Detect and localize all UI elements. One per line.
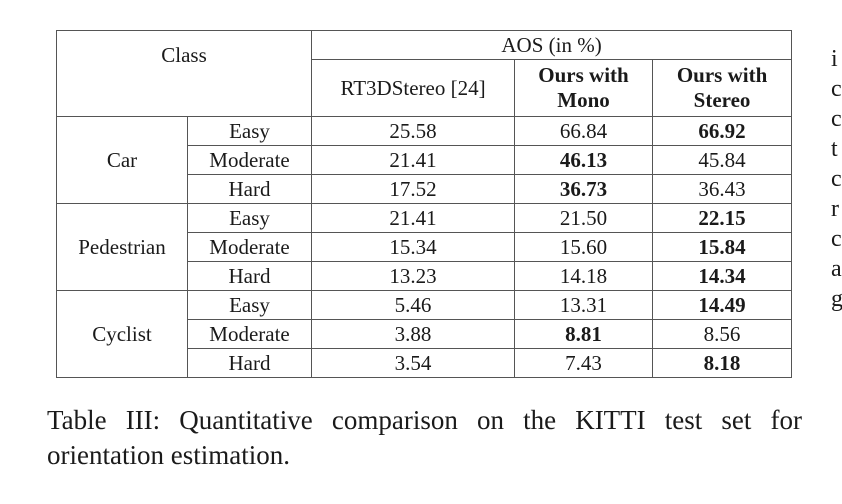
stereo-value: 8.56 bbox=[652, 319, 793, 349]
difficulty-cell: Moderate bbox=[186, 319, 313, 349]
class-header: Class bbox=[55, 30, 313, 117]
text-fragment: c bbox=[831, 166, 842, 192]
mono-value: 15.60 bbox=[514, 232, 654, 262]
stereo-value: 8.18 bbox=[652, 348, 793, 378]
rt3d-value: 3.54 bbox=[311, 348, 516, 378]
mono-value: 21.50 bbox=[514, 203, 654, 233]
stereo-value: 45.84 bbox=[652, 145, 793, 175]
difficulty-cell: Moderate bbox=[186, 145, 313, 175]
stereo-value: 22.15 bbox=[652, 203, 793, 233]
table-row: Hard 3.54 7.43 8.18 bbox=[57, 348, 793, 378]
class-cell-cyclist: Cyclist bbox=[56, 290, 188, 378]
difficulty-cell: Easy bbox=[186, 203, 313, 233]
mono-value: 46.13 bbox=[514, 145, 654, 175]
rt3d-value: 21.41 bbox=[311, 203, 516, 233]
mono-value: 66.84 bbox=[514, 116, 654, 146]
mono-value: 7.43 bbox=[514, 348, 654, 378]
table-caption: Table III: Quantitative comparison on th… bbox=[47, 405, 802, 470]
class-cell-car: Car bbox=[56, 116, 188, 204]
stereo-value: 14.49 bbox=[652, 290, 793, 320]
table-row: Car Easy 25.58 66.84 66.92 bbox=[56, 116, 793, 204]
text-fragment: c bbox=[831, 76, 842, 102]
mono-value: 8.81 bbox=[514, 319, 654, 349]
header-row-1: Class AOS (in %) bbox=[55, 30, 793, 117]
table-row: Cyclist Easy 5.46 13.31 14.49 bbox=[56, 290, 793, 378]
text-fragment: a bbox=[831, 256, 842, 282]
text-fragment: g bbox=[831, 286, 842, 312]
method-header-ours-mono: Ours with Mono bbox=[514, 59, 654, 117]
class-cell-pedestrian: Pedestrian bbox=[56, 203, 188, 291]
method-header-ours-stereo: Ours with Stereo bbox=[652, 59, 793, 117]
difficulty-cell: Moderate bbox=[186, 232, 313, 262]
rt3d-value: 21.41 bbox=[311, 145, 516, 175]
stereo-value: 66.92 bbox=[652, 116, 793, 146]
text-fragment: r bbox=[831, 196, 839, 222]
aos-header: AOS (in %) bbox=[311, 30, 793, 60]
mono-value: 13.31 bbox=[514, 290, 654, 320]
table-row: Pedestrian Easy 21.41 21.50 22.15 bbox=[56, 203, 793, 291]
table-row: Hard 17.52 36.73 36.43 bbox=[57, 174, 793, 204]
stereo-value: 14.34 bbox=[652, 261, 793, 291]
stereo-value: 15.84 bbox=[652, 232, 793, 262]
rt3d-value: 13.23 bbox=[311, 261, 516, 291]
difficulty-cell: Easy bbox=[186, 290, 313, 320]
text-fragment: c bbox=[831, 106, 842, 132]
difficulty-cell: Hard bbox=[186, 348, 313, 378]
text-fragment: c bbox=[831, 226, 842, 252]
text-fragment: t bbox=[831, 136, 838, 162]
difficulty-cell: Hard bbox=[186, 174, 313, 204]
mono-value: 36.73 bbox=[514, 174, 654, 204]
stereo-value: 36.43 bbox=[652, 174, 793, 204]
table-row: Hard 13.23 14.18 14.34 bbox=[57, 261, 793, 291]
difficulty-cell: Hard bbox=[186, 261, 313, 291]
rt3d-value: 25.58 bbox=[311, 116, 516, 146]
rt3d-value: 3.88 bbox=[311, 319, 516, 349]
rt3d-value: 5.46 bbox=[311, 290, 516, 320]
header-row-2: RT3DStereo [24] Ours with Mono Ours with… bbox=[57, 59, 793, 117]
results-table: Class AOS (in %) RT3DStereo [24] Ours wi… bbox=[55, 30, 793, 378]
table-row: Moderate 3.88 8.81 8.56 bbox=[57, 319, 793, 349]
text-fragment: i bbox=[831, 46, 838, 72]
difficulty-cell: Easy bbox=[186, 116, 313, 146]
method-header-rt3dstereo: RT3DStereo [24] bbox=[311, 59, 516, 117]
right-column-text-fragments: i c c t c r c a g bbox=[831, 44, 842, 314]
mono-value: 14.18 bbox=[514, 261, 654, 291]
rt3d-value: 17.52 bbox=[311, 174, 516, 204]
rt3d-value: 15.34 bbox=[311, 232, 516, 262]
